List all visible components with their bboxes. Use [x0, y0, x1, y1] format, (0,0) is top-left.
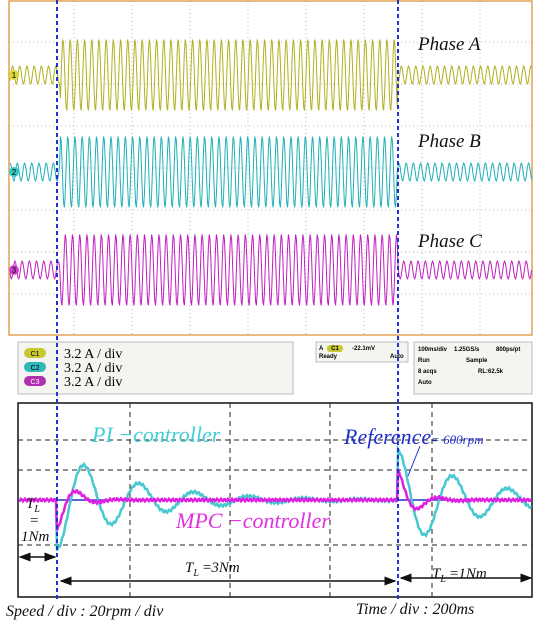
load-amount: 1Nm [458, 566, 487, 582]
status-text: 100ms/div [418, 347, 448, 353]
marker-text: 1 [12, 71, 17, 80]
status-text: A [319, 346, 324, 352]
phase-label: Phase C [417, 231, 482, 252]
mpc-label: MPC −controller [175, 508, 330, 533]
speed-scale: Speed / div : 20rpm / div [6, 603, 164, 620]
figure: Phase A Phase B Phase C 1 2 3 C1 3.2 A /… [0, 0, 533, 622]
load-subscript: L [439, 574, 446, 585]
badge-text: C2 [31, 365, 40, 372]
status-text: C1 [331, 346, 339, 352]
pi-label: PI −controller [91, 422, 221, 447]
load-amount: 1Nm [21, 529, 50, 545]
load-equals: = [203, 560, 211, 576]
phase-label: Phase A [417, 34, 481, 55]
status-text: Auto [418, 380, 432, 386]
scale-text: 3.2 A / div [64, 375, 122, 390]
scale-rows: C1 3.2 A / div C2 3.2 A / div C3 3.2 A /… [24, 347, 122, 390]
scale-text: 3.2 A / div [64, 361, 122, 376]
reference-value: = 600rpm [431, 432, 483, 447]
status-text: Ready [319, 354, 338, 360]
status-text: Sample [466, 358, 488, 364]
load-equals: = [450, 566, 458, 582]
status-text: -22.1mV [352, 346, 375, 352]
status-text: 1.25GS/s [454, 347, 480, 353]
badge-text: C3 [31, 379, 40, 386]
acquisition-status: 100ms/div 1.25GS/s 800ps/pt Run Sample 8… [414, 342, 532, 394]
badge-text: C1 [31, 351, 40, 358]
reference-name: Reference [343, 424, 431, 449]
load-equals: = [30, 513, 38, 529]
marker-text: 3 [12, 266, 17, 275]
status-text: 800ps/pt [496, 347, 520, 353]
scale-text: 3.2 A / div [64, 347, 122, 362]
load-subscript: L [192, 568, 199, 579]
trigger-status: A C1 -22.1mV Ready Auto [316, 342, 408, 362]
status-text: Auto [390, 354, 404, 360]
phase-label: Phase B [417, 131, 481, 152]
time-scale: Time / div : 200ms [356, 601, 474, 618]
status-text: 8 acqs [418, 369, 437, 375]
marker-text: 2 [12, 168, 17, 177]
scale-legend [18, 342, 293, 394]
status-text: Run [418, 358, 430, 364]
load-amount: 3Nm [210, 560, 240, 576]
status-text: RL:62.5k [478, 369, 504, 375]
